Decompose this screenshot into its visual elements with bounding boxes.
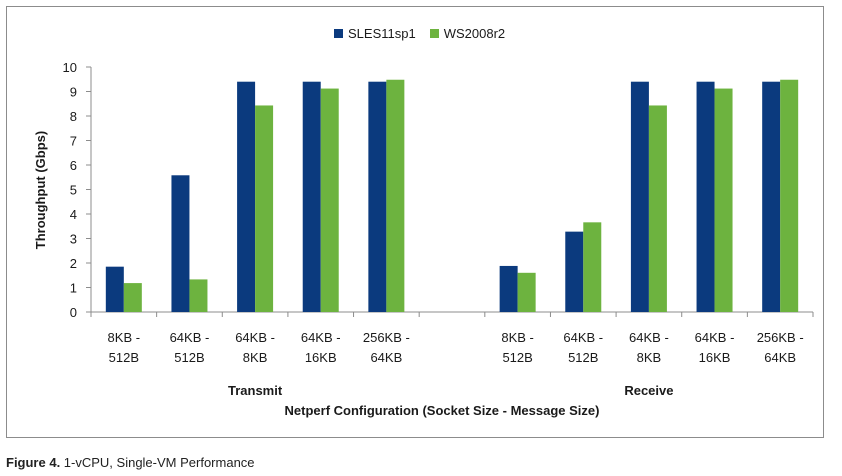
- legend-swatch-ws: [429, 29, 439, 38]
- bar-sles: [171, 175, 190, 312]
- bar-ws: [714, 88, 733, 312]
- bar-sles: [762, 81, 781, 312]
- caption-text: 1-vCPU, Single-VM Performance: [60, 455, 255, 470]
- bar-ws: [386, 79, 405, 313]
- bar-sles: [368, 81, 387, 312]
- category-label-line2: 64KB: [764, 350, 796, 365]
- category-label-line1: 256KB -: [363, 330, 410, 345]
- bar-ws: [517, 272, 536, 312]
- bar-ws: [320, 88, 339, 312]
- bar-chart: 0 1 2 3 4 5 6 7 8 9 10 Throughput (Gbps) 8KB - 512B 64…: [33, 60, 814, 418]
- category-label-line2: 512B: [109, 350, 139, 365]
- category-label-line2: 64KB: [370, 350, 402, 365]
- legend-item-ws: WS2008r2: [429, 26, 506, 41]
- y-tick-label: 7: [70, 134, 77, 149]
- bar-sles: [237, 81, 256, 312]
- chart-frame: 0 1 2 3 4 5 6 7 8 9 10 Throughput (Gbps) 8KB - 512B 64…: [6, 6, 824, 438]
- caption-label: Figure 4.: [6, 455, 61, 470]
- figure-caption: Figure 4. 1-vCPU, Single-VM Performance: [6, 455, 255, 470]
- bar-ws: [123, 283, 142, 312]
- category-label-line1: 64KB -: [629, 330, 669, 345]
- category-label-line1: 64KB -: [170, 330, 210, 345]
- group-label: Transmit: [228, 383, 283, 398]
- y-tick-label: 4: [70, 207, 77, 222]
- group-label: Receive: [624, 383, 673, 398]
- legend-label-sles: SLES11sp1: [348, 26, 416, 41]
- y-tick-label: 1: [70, 281, 77, 296]
- category-label-line1: 8KB -: [108, 330, 141, 345]
- x-axis-title: Netperf Configuration (Socket Size - Mes…: [285, 403, 600, 418]
- y-tick-label: 2: [70, 256, 77, 271]
- legend-label-ws: WS2008r2: [443, 26, 506, 41]
- y-tick-label: 10: [63, 60, 77, 75]
- y-tick-label: 6: [70, 158, 77, 173]
- y-axis-title: Throughput (Gbps): [33, 131, 48, 249]
- bar-sles: [696, 81, 715, 312]
- category-label-line2: 16KB: [305, 350, 337, 365]
- y-tick-label: 9: [70, 85, 77, 100]
- category-label-line1: 64KB -: [563, 330, 603, 345]
- y-tick-label: 8: [70, 109, 77, 124]
- category-label-line2: 16KB: [699, 350, 731, 365]
- bar-ws: [780, 79, 799, 313]
- category-label-line2: 512B: [568, 350, 598, 365]
- bar-sles: [302, 81, 321, 312]
- category-label-line1: 256KB -: [757, 330, 804, 345]
- category-label-line1: 64KB -: [695, 330, 735, 345]
- bar-ws: [255, 105, 274, 312]
- bar-ws: [648, 105, 667, 312]
- bar-ws: [189, 279, 208, 312]
- bar-sles: [565, 231, 584, 312]
- bar-sles: [630, 81, 649, 312]
- y-tick-label: 5: [70, 183, 77, 198]
- legend-item-sles: SLES11sp1: [334, 26, 416, 41]
- category-label-line1: 64KB -: [235, 330, 275, 345]
- bar-ws: [583, 222, 602, 312]
- category-label-line2: 8KB: [243, 350, 268, 365]
- category-label-line2: 512B: [502, 350, 532, 365]
- y-tick-label: 3: [70, 232, 77, 247]
- bar-sles: [105, 266, 124, 312]
- category-label-line1: 8KB -: [501, 330, 534, 345]
- category-label-line1: 64KB -: [301, 330, 341, 345]
- legend: SLES11sp1 WS2008r2: [334, 26, 519, 41]
- category-label-line2: 512B: [174, 350, 204, 365]
- y-tick-label: 0: [70, 305, 77, 320]
- bar-sles: [499, 265, 518, 312]
- legend-swatch-sles: [334, 29, 343, 38]
- category-label-line2: 8KB: [637, 350, 662, 365]
